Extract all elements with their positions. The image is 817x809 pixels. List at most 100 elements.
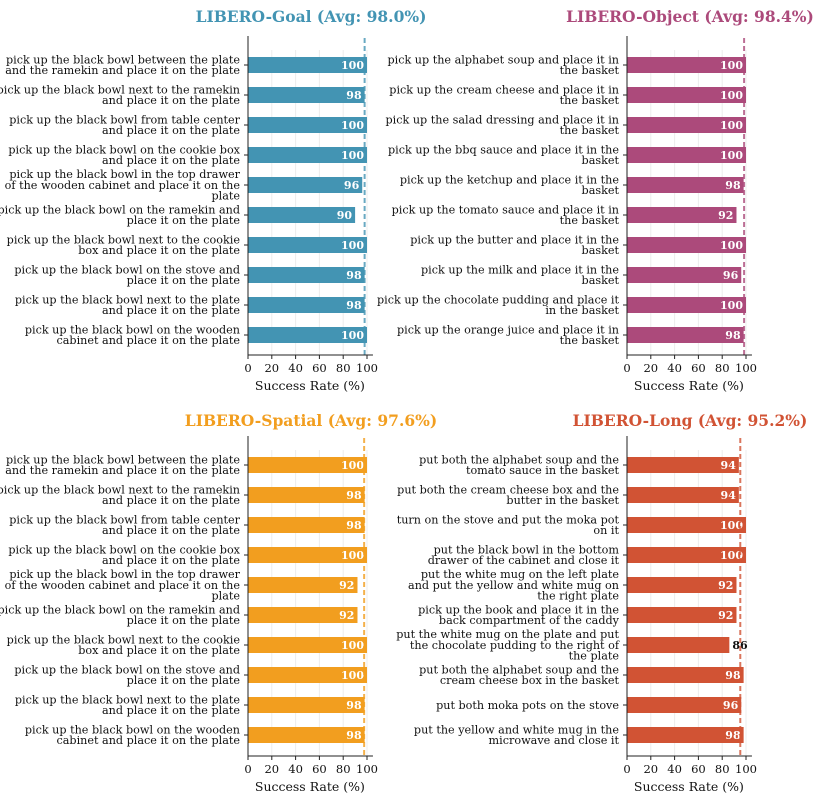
category-label: pick up the black bowl on the stove and [14, 664, 240, 677]
value-label: 100 [720, 549, 743, 562]
category-label: pick up the black bowl next to the ramek… [0, 484, 240, 497]
category-label: and the ramekin and place it on the plat… [5, 64, 240, 77]
category-label: and place it on the plate [102, 704, 240, 717]
category-label: pick up the black bowl from table center [9, 114, 240, 127]
category-label: pick up the black bowl on the cookie box [8, 144, 240, 157]
value-label: 92 [718, 579, 733, 592]
category-label: pick up the black bowl on the ramekin an… [0, 204, 240, 217]
category-label: pick up the black bowl next to the cooki… [7, 634, 241, 647]
category-label: pick up the black bowl between the plate [6, 54, 240, 67]
category-label: the basket [560, 334, 620, 347]
bar [248, 517, 365, 533]
category-label: plate [211, 189, 240, 202]
category-label: pick up the salad dressing and place it … [386, 114, 620, 127]
category-label: pick up the black bowl between the plate [6, 454, 240, 467]
category-label: pick up the tomato sauce and place it in [392, 204, 619, 217]
category-label: the basket [560, 214, 620, 227]
value-label: 98 [346, 699, 362, 712]
bar [627, 177, 744, 193]
category-label: on it [593, 524, 619, 537]
bar [627, 117, 746, 133]
category-label: place it on the plate [127, 274, 241, 287]
category-label: pick up the black bowl on the stove and [14, 264, 240, 277]
value-label: 98 [346, 89, 362, 102]
bar [627, 517, 746, 533]
category-label: pick up the orange juice and place it in [397, 324, 619, 337]
category-label: and place it on the plate [102, 304, 240, 317]
bar [248, 667, 367, 683]
x-tick-label: 20 [643, 361, 658, 375]
category-label: basket [582, 154, 620, 167]
bar [627, 87, 746, 103]
x-axis-label: Success Rate (%) [634, 779, 744, 794]
x-tick-label: 0 [244, 762, 251, 776]
value-label: 100 [341, 639, 364, 652]
bar [627, 727, 744, 743]
category-label: the right plate [537, 589, 619, 602]
category-label: pick up the alphabet soup and place it i… [387, 54, 619, 67]
category-label: and place it on the plate [102, 524, 240, 537]
category-label: in the basket [545, 304, 619, 317]
category-label: and put the yellow and white mug on [408, 579, 619, 592]
panel-title: LIBERO-Goal (Avg: 98.0%) [196, 7, 427, 26]
bar [248, 637, 367, 653]
category-label: pick up the black bowl on the cookie box [8, 544, 240, 557]
bar [248, 87, 365, 103]
value-label: 100 [341, 149, 364, 162]
category-label: put the white mug on the plate and put [396, 628, 619, 641]
category-label: turn on the stove and put the moka pot [397, 514, 620, 527]
value-label: 100 [341, 669, 364, 682]
x-tick-label: 20 [264, 762, 279, 776]
x-tick-label: 60 [691, 762, 706, 776]
x-tick-label: 20 [643, 762, 658, 776]
value-label: 92 [339, 609, 354, 622]
x-tick-label: 40 [667, 762, 682, 776]
category-label: and place it on the plate [102, 124, 240, 137]
category-label: pick up the cream cheese and place it in [389, 84, 619, 97]
bar [627, 207, 737, 223]
bar [248, 117, 367, 133]
bar [248, 547, 367, 563]
x-tick-label: 40 [288, 361, 303, 375]
bar [248, 237, 367, 253]
value-label: 98 [346, 269, 362, 282]
value-label: 100 [341, 549, 364, 562]
value-label: 96 [344, 179, 360, 192]
bar [627, 697, 742, 713]
category-label: and place it on the plate [102, 94, 240, 107]
bar [248, 577, 358, 593]
category-label: pick up the chocolate pudding and place … [377, 294, 619, 307]
category-label: the basket [560, 64, 620, 77]
bar [627, 547, 746, 563]
x-tick-label: 20 [264, 361, 279, 375]
bar [627, 577, 737, 593]
panel-title: LIBERO-Spatial (Avg: 97.6%) [185, 411, 437, 430]
category-label: drawer of the cabinet and close it [428, 554, 620, 567]
category-label: put the white mug on the left plate [421, 568, 620, 581]
category-label: back compartment of the caddy [439, 614, 620, 627]
category-label: plate [211, 589, 240, 602]
category-label: put the yellow and white mug in the [414, 724, 619, 737]
category-label: and the ramekin and place it on the plat… [5, 464, 240, 477]
panel-title: LIBERO-Object (Avg: 98.4%) [566, 7, 814, 26]
category-label: pick up the black bowl next to the plate [15, 694, 241, 707]
category-label: and place it on the plate [102, 554, 240, 567]
category-label: cabinet and place it on the plate [56, 734, 240, 747]
value-label: 98 [725, 729, 741, 742]
value-label: 100 [720, 149, 743, 162]
value-label: 100 [341, 459, 364, 472]
value-label: 86 [732, 639, 748, 652]
category-label: butter in the basket [506, 494, 619, 507]
bar [627, 457, 739, 473]
category-label: of the wooden cabinet and place it on th… [5, 579, 241, 592]
bar [248, 727, 365, 743]
value-label: 94 [721, 459, 737, 472]
value-label: 98 [725, 329, 741, 342]
category-label: microwave and close it [489, 734, 620, 747]
category-label: pick up the black bowl next to the plate [15, 294, 241, 307]
category-label: tomato sauce in the basket [466, 464, 620, 477]
category-label: box and place it on the plate [78, 644, 240, 657]
value-label: 100 [341, 119, 364, 132]
bar [627, 147, 746, 163]
